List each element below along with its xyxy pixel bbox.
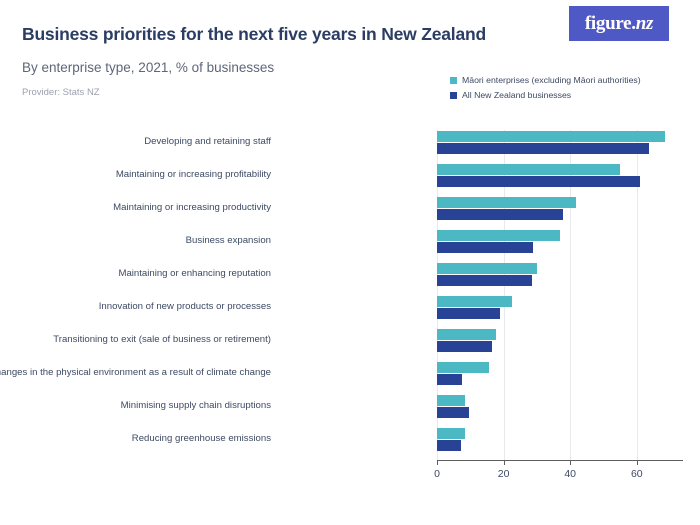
category-label: Developing and retaining staff [144,136,271,147]
x-axis-tick-mark [636,460,638,465]
figurenz-logo[interactable]: figure.nz [569,6,669,41]
legend-label: All New Zealand businesses [462,90,572,100]
bar-group-row: Innovation of new products or processes [0,295,700,322]
legend-label: Māori enterprises (excluding Māori autho… [462,75,641,85]
legend-item-all-nz-businesses[interactable]: All New Zealand businesses [450,89,690,101]
category-label: Preparing for changes in the physical en… [0,367,271,378]
bar-group-row: Reducing greenhouse emissions [0,427,700,454]
data-provider-label: Provider: Stats NZ [22,87,100,98]
category-label: Maintaining or increasing profitability [115,169,271,180]
legend-swatch-icon [450,76,457,84]
bar-all-nz-businesses[interactable] [437,440,461,451]
bar-group-row: Developing and retaining staff [0,130,700,157]
category-label: Business expansion [185,235,271,246]
bar-all-nz-businesses[interactable] [437,308,500,319]
bar-group-row: Maintaining or increasing profitability [0,163,700,190]
bar-all-nz-businesses[interactable] [437,374,462,385]
x-axis-tick-label: 0 [434,468,440,480]
plot-gridlines [437,130,683,460]
legend-item-maori-enterprises[interactable]: Māori enterprises (excluding Māori autho… [450,74,690,86]
logo-text-accent: nz [635,13,654,34]
x-axis-tick-label: 40 [564,468,577,480]
bar-group-row: Preparing for changes in the physical en… [0,361,700,388]
bar-maori-enterprises[interactable] [437,197,576,208]
chart-subtitle: By enterprise type, 2021, % of businesse… [22,60,275,75]
page-title: Business priorities for the next five ye… [22,24,486,44]
bar-all-nz-businesses[interactable] [437,275,532,286]
x-axis-tick-label: 60 [630,468,643,480]
bar-group-row: Business expansion [0,229,700,256]
chart-legend: Māori enterprises (excluding Māori autho… [450,74,690,104]
category-label: Maintaining or increasing productivity [113,202,271,213]
bar-group-row: Transitioning to exit (sale of business … [0,328,700,355]
x-axis-tick-mark [570,460,572,465]
bar-maori-enterprises[interactable] [437,329,496,340]
gridline [503,130,505,460]
x-axis-line [437,460,683,461]
bar-maori-enterprises[interactable] [437,164,621,175]
bar-maori-enterprises[interactable] [437,362,489,373]
category-label: Transitioning to exit (sale of business … [53,334,271,345]
x-axis-tick-mark [503,460,505,465]
bar-group-row: Maintaining or enhancing reputation [0,262,700,289]
bar-maori-enterprises[interactable] [437,263,537,274]
bar-group-row: Minimising supply chain disruptions [0,394,700,421]
bar-maori-enterprises[interactable] [437,296,513,307]
category-label: Minimising supply chain disruptions [120,400,271,411]
bar-all-nz-businesses[interactable] [437,242,533,253]
bar-chart: Developing and retaining staff Maintainin… [0,126,700,525]
bar-all-nz-businesses[interactable] [437,143,649,154]
bar-maori-enterprises[interactable] [437,230,560,241]
logo-text-main: figure. [584,13,636,34]
category-label: Reducing greenhouse emissions [131,433,271,444]
bar-maori-enterprises[interactable] [437,428,465,439]
bar-all-nz-businesses[interactable] [437,176,641,187]
chart-header: Business priorities for the next five ye… [0,0,700,120]
bar-maori-enterprises[interactable] [437,395,465,406]
gridline [437,130,438,460]
gridline [570,130,572,460]
gridline [636,130,638,460]
category-label: Maintaining or enhancing reputation [118,268,271,279]
bar-all-nz-businesses[interactable] [437,209,563,220]
x-axis-tick-label: 20 [497,468,510,480]
bar-all-nz-businesses[interactable] [437,407,469,418]
logo-text: figure.nz [584,13,654,34]
bar-maori-enterprises[interactable] [437,131,666,142]
bar-group-row: Maintaining or increasing productivity [0,196,700,223]
bar-all-nz-businesses[interactable] [437,341,493,352]
legend-swatch-icon [450,91,457,99]
x-axis-tick-mark [437,460,438,465]
category-label: Innovation of new products or processes [98,301,271,312]
